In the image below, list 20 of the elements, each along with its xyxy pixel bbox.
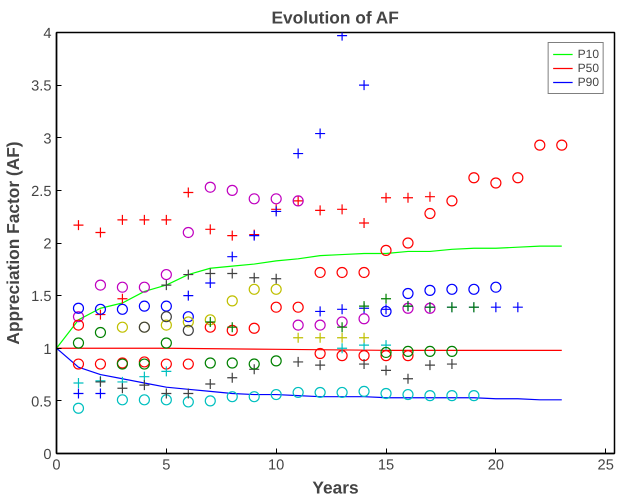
x-tick-label: 15 — [378, 458, 394, 474]
y-axis-title: Appreciation Factor (AF) — [3, 141, 24, 345]
y-tick-label: 3 — [43, 131, 52, 148]
x-tick-label: 20 — [488, 458, 504, 474]
x-tick-label: 25 — [598, 458, 614, 474]
chart-title: Evolution of AF — [271, 8, 399, 28]
legend-label: P90 — [578, 75, 599, 89]
y-tick-label: 1.5 — [31, 289, 52, 306]
y-tick-label: 2 — [43, 236, 52, 252]
y-tick-label: 0.5 — [31, 394, 52, 410]
x-tick-label: 5 — [162, 458, 170, 474]
x-tick-label: 10 — [268, 458, 284, 474]
y-tick-label: 4 — [43, 26, 52, 42]
y-tick-label: 0 — [43, 447, 52, 463]
legend-label: P50 — [578, 61, 599, 75]
y-tick-label: 3.5 — [31, 78, 52, 95]
legend-label: P10 — [578, 47, 599, 61]
x-axis-title: Years — [312, 478, 359, 498]
y-tick-label: 2.5 — [31, 184, 52, 200]
y-tick-label: 1 — [43, 342, 52, 358]
